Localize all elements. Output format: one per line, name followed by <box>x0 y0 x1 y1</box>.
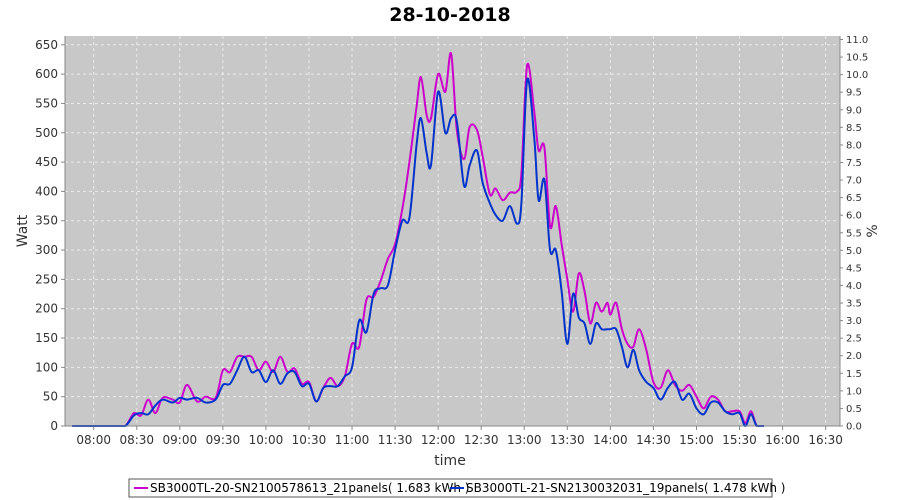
y2-tick-label: 4.5 <box>846 263 862 274</box>
y2-tick-label: 7.0 <box>846 176 862 187</box>
x-tick-label: 11:00 <box>335 433 370 447</box>
y-tick-label: 500 <box>35 126 58 140</box>
y-tick-label: 650 <box>35 38 58 52</box>
y2-tick-label: 6.0 <box>846 211 862 222</box>
y2-tick-label: 2.0 <box>846 351 862 362</box>
y2-tick-label: 2.5 <box>846 334 862 345</box>
x-tick-label: 08:00 <box>76 433 111 447</box>
x-tick-label: 13:30 <box>550 433 585 447</box>
y2-tick-label: 9.5 <box>846 88 862 99</box>
y-tick-label: 250 <box>35 272 58 286</box>
x-tick-label: 10:30 <box>292 433 327 447</box>
y-tick-label: 100 <box>35 360 58 374</box>
y2-tick-label: 0.5 <box>846 404 862 415</box>
series-lines <box>72 52 764 427</box>
x-tick-label: 16:00 <box>765 433 800 447</box>
y2-tick-label: 1.5 <box>846 369 862 380</box>
y-tick-label: 600 <box>35 67 58 81</box>
y2-tick-label: 10.0 <box>846 70 868 81</box>
y2-tick-label: 5.5 <box>846 228 862 239</box>
y2-tick-label: 9.0 <box>846 105 862 116</box>
y-tick-label: 400 <box>35 184 58 198</box>
x-tick-label: 16:30 <box>808 433 843 447</box>
x-tick-label: 11:30 <box>378 433 413 447</box>
y2-axis-ticks: 0.0 0.5 1.0 1.5 2.0 2.5 3.0 3.5 4.0 4.5 5.0 5.5 6.0 6… <box>840 35 868 433</box>
chart-title: 28-10-2018 <box>389 4 511 26</box>
y2-tick-label: 0.0 <box>846 422 862 433</box>
x-tick-label: 10:00 <box>249 433 284 447</box>
y-tick-label: 150 <box>35 331 58 345</box>
y2-tick-label: 1.0 <box>846 386 862 397</box>
x-axis-ticks: 08:00 08:30 09:00 09:30 10:00 10:30 11:00 11:30… <box>76 426 843 447</box>
x-tick-label: 09:30 <box>206 433 241 447</box>
grid <box>65 36 840 427</box>
x-tick-label: 14:00 <box>593 433 628 447</box>
y-tick-label: 200 <box>35 302 58 316</box>
y2-tick-label: 4.0 <box>846 281 862 292</box>
y2-tick-label: 7.5 <box>846 158 862 169</box>
x-tick-label: 14:30 <box>636 433 671 447</box>
y-tick-label: 450 <box>35 155 58 169</box>
legend-label-1: SB3000TL-20-SN2100578613_21panels( 1.683… <box>150 481 469 495</box>
y-tick-label: 50 <box>43 390 58 404</box>
x-tick-label: 12:00 <box>421 433 456 447</box>
y2-tick-label: 3.0 <box>846 316 862 327</box>
y2-tick-label: 10.5 <box>846 53 868 64</box>
x-axis-label: time <box>434 453 466 469</box>
x-tick-label: 12:30 <box>464 433 499 447</box>
y-axis-ticks: 0 50 100 150 200 250 300 350 400 450 500 550 600 650 <box>35 38 65 433</box>
y2-tick-label: 5.0 <box>846 246 862 257</box>
y2-tick-label: 8.0 <box>846 140 862 151</box>
x-tick-label: 15:30 <box>722 433 757 447</box>
y-tick-label: 300 <box>35 243 58 257</box>
y-tick-label: 350 <box>35 214 58 228</box>
legend: SB3000TL-20-SN2100578613_21panels( 1.683… <box>128 478 785 498</box>
x-tick-label: 15:00 <box>679 433 714 447</box>
series-line-2 <box>72 77 764 427</box>
y2-tick-label: 11.0 <box>846 35 868 46</box>
y-axis-label: Watt <box>15 214 31 247</box>
x-tick-label: 13:00 <box>507 433 542 447</box>
y-tick-label: 550 <box>35 96 58 110</box>
legend-label-2: SB3000TL-21-SN2130032031_19panels( 1.478… <box>466 481 785 495</box>
x-tick-label: 08:30 <box>119 433 154 447</box>
y2-tick-label: 6.5 <box>846 193 862 204</box>
y2-axis-label: % <box>865 224 881 237</box>
plot-area <box>65 36 840 426</box>
y-tick-label: 0 <box>50 419 58 433</box>
y2-tick-label: 8.5 <box>846 123 862 134</box>
x-tick-label: 09:00 <box>163 433 198 447</box>
y2-tick-label: 3.5 <box>846 299 862 310</box>
